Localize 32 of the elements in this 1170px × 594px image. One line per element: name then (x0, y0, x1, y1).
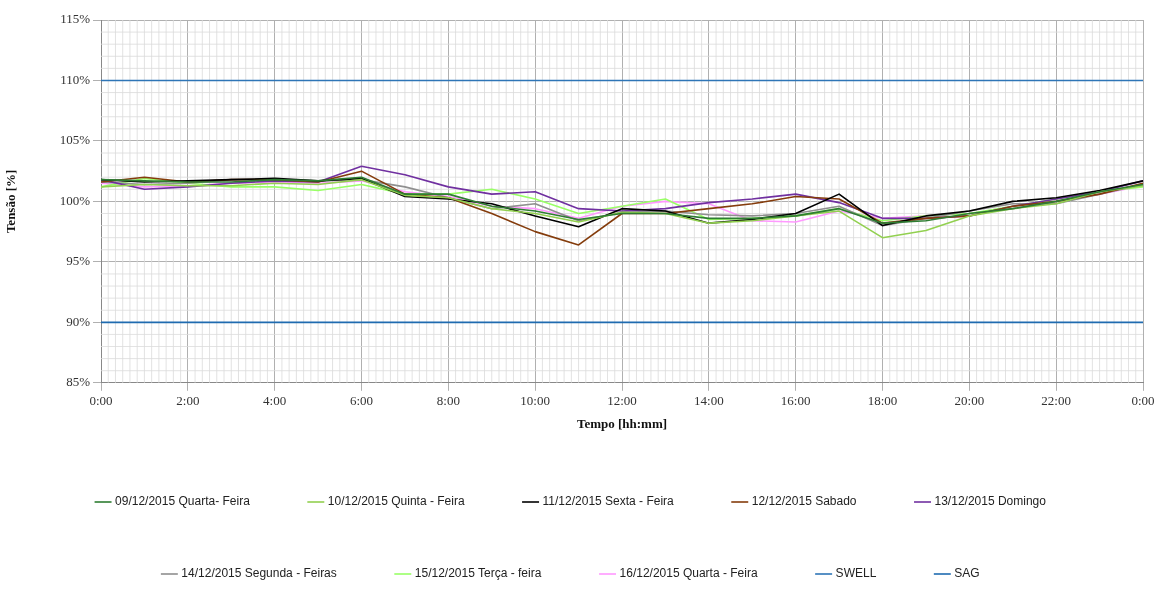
x-tick-label: 6:00 (349, 393, 374, 409)
x-tick-label: 22:00 (1041, 393, 1071, 409)
x-tick-label: 20:00 (954, 393, 985, 409)
x-tick-label: 18:00 (867, 393, 898, 409)
y-axis-title: Tensão [%] (3, 169, 19, 234)
y-tick-label: 105% (59, 132, 91, 148)
x-tick-label: 0:00 (1131, 393, 1155, 409)
legend-label: 12/12/2015 Sabado (751, 494, 857, 509)
legend-label: 15/12/2015 Terça - feira (414, 566, 542, 581)
x-tick-label: 14:00 (694, 393, 724, 409)
legend-label: 13/12/2015 Domingo (934, 494, 1047, 509)
legend-label: 09/12/2015 Quarta- Feira (115, 494, 251, 509)
y-tick-label: 90% (66, 313, 91, 329)
legend-label: 14/12/2015 Segunda - Feiras (181, 566, 337, 581)
y-tick-label: 95% (66, 253, 91, 269)
y-tick-label: 110% (60, 71, 91, 87)
x-tick-label: 12:00 (607, 393, 637, 409)
x-tick-label: 4:00 (263, 393, 287, 409)
x-tick-label: 10:00 (520, 393, 550, 409)
x-tick-label: 0:00 (89, 393, 113, 409)
x-axis-title: Tempo [hh:mm] (576, 415, 668, 431)
y-tick-label: 100% (59, 192, 91, 208)
legend-label: SWELL (835, 566, 877, 581)
legend-label: 11/12/2015 Sexta - Feira (542, 494, 675, 509)
x-tick-label: 8:00 (436, 393, 460, 409)
x-tick-label: 16:00 (780, 393, 811, 409)
legend-label: 16/12/2015 Quarta - Feira (619, 566, 758, 581)
x-tick-label: 2:00 (176, 393, 200, 409)
legend-label: SAG (954, 566, 980, 581)
y-tick-label: 115% (60, 11, 91, 27)
legend-label: 10/12/2015 Quinta - Feira (327, 494, 465, 509)
y-tick-label: 85% (66, 374, 91, 390)
